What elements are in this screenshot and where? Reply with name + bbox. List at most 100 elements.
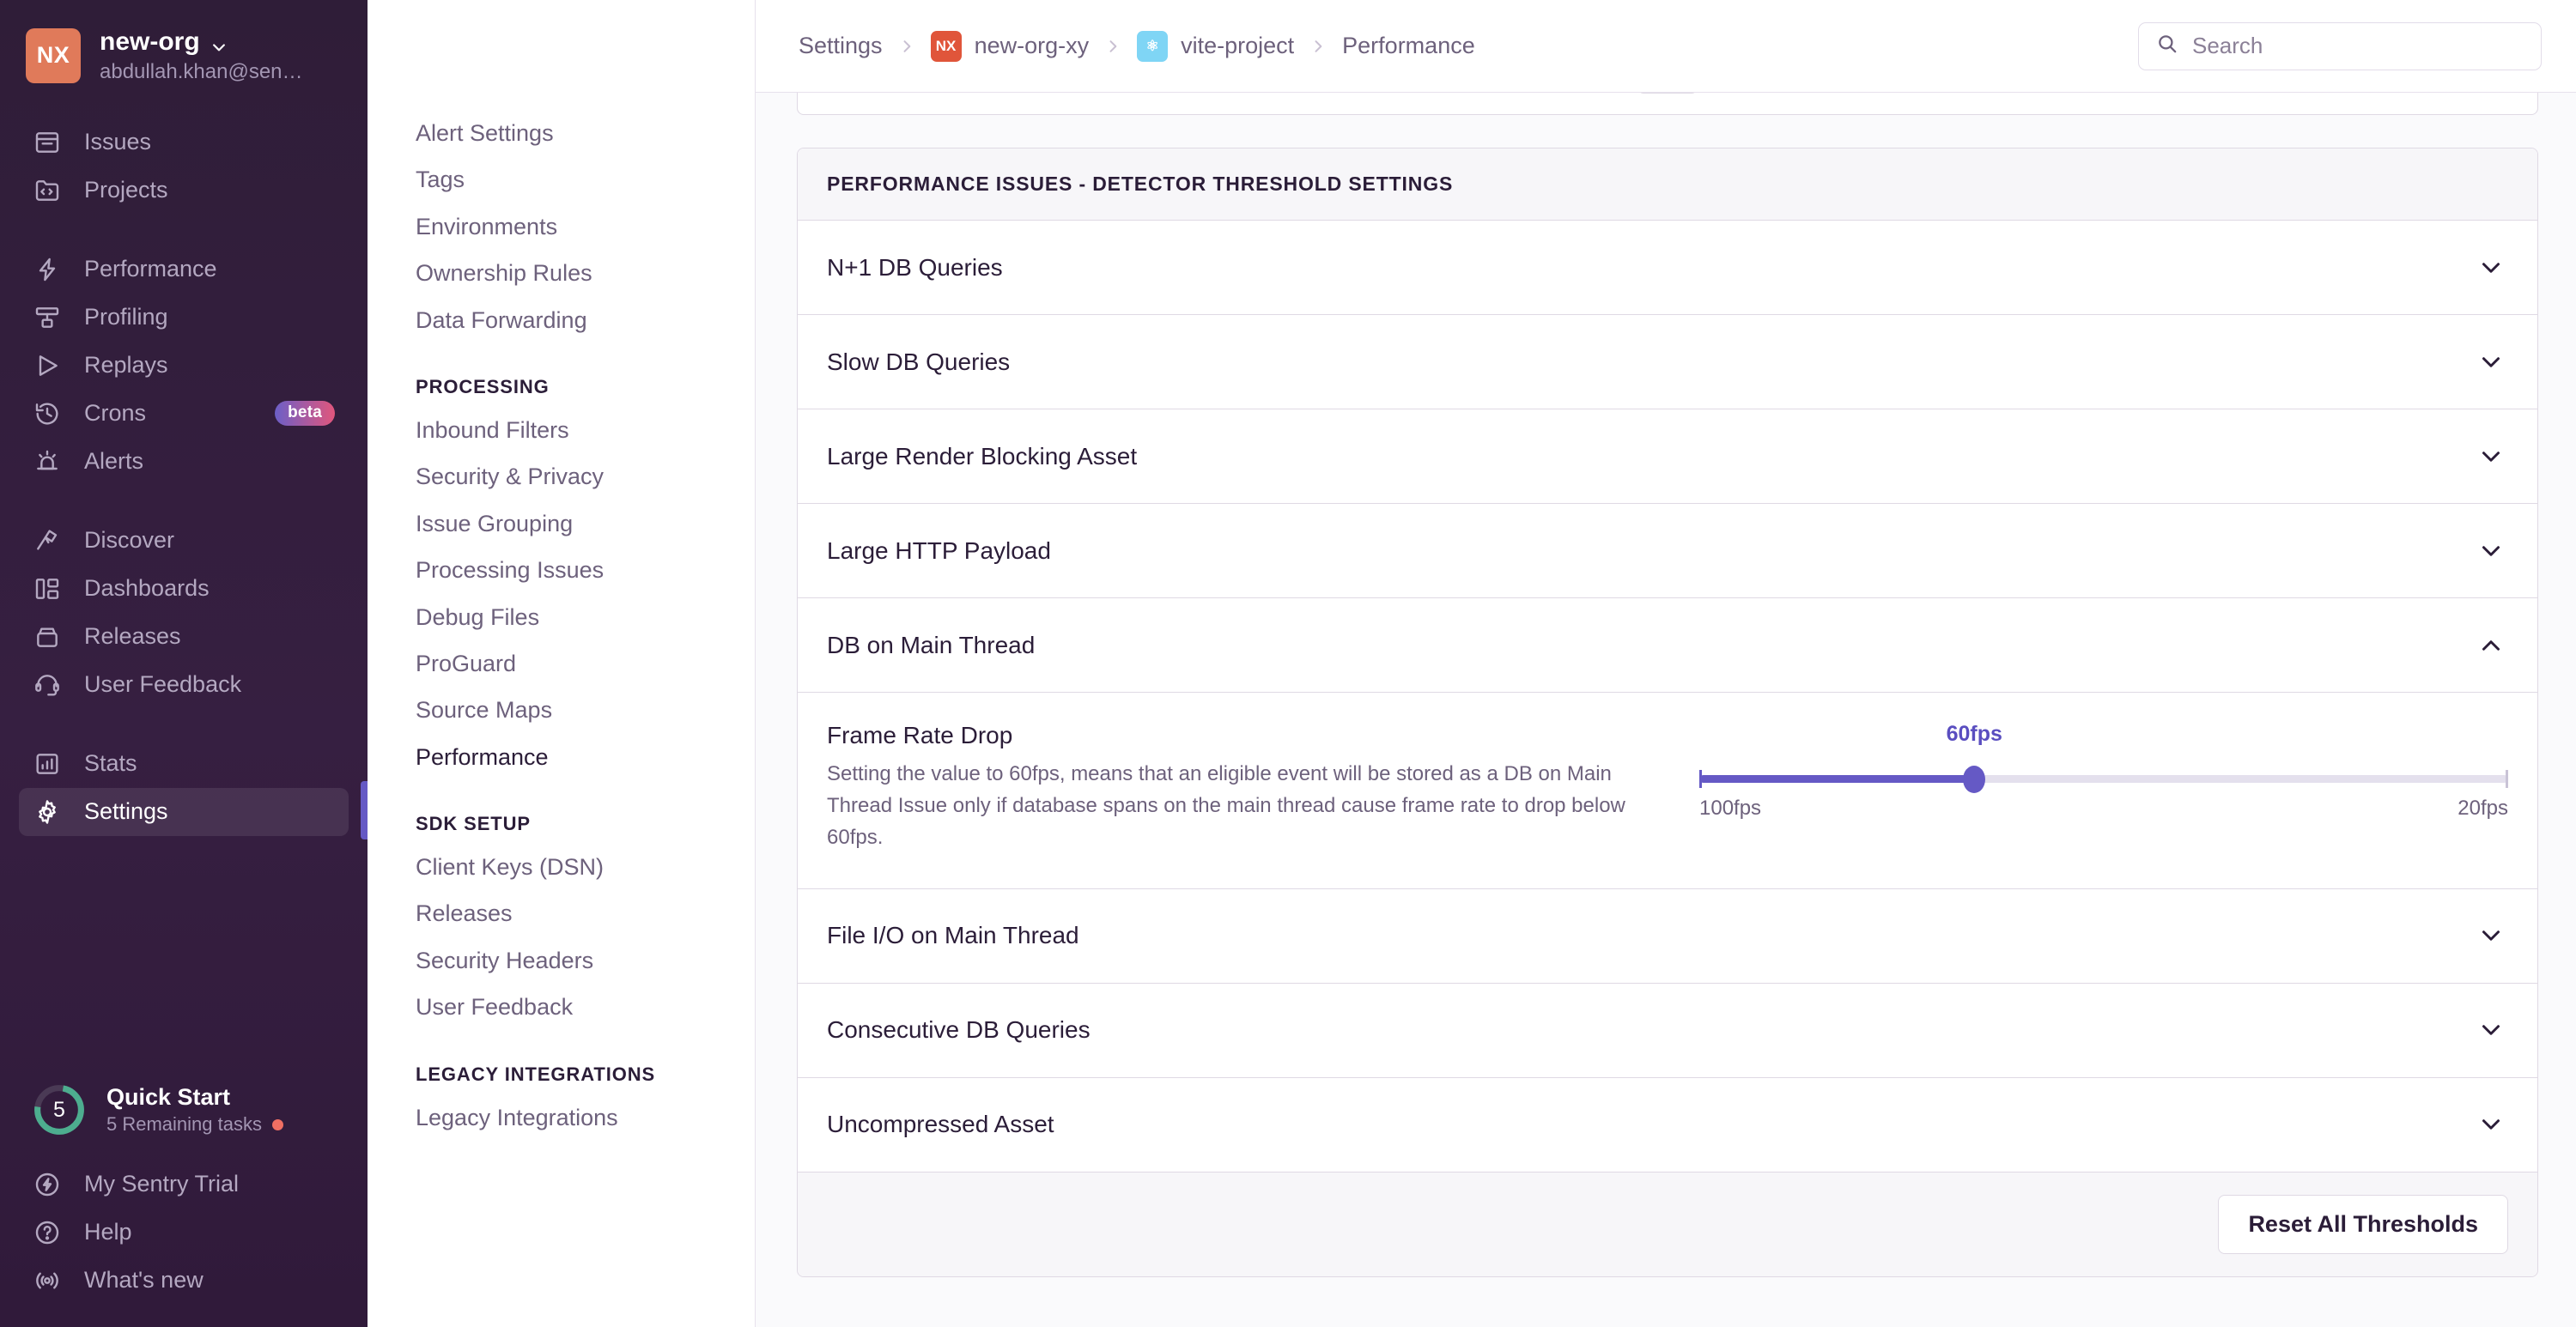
settings-nav-heading-processing: PROCESSING bbox=[416, 375, 550, 397]
sidebar-item-issues[interactable]: Issues bbox=[19, 118, 349, 167]
sidebar-item-settings[interactable]: Settings bbox=[19, 787, 349, 836]
issues-icon bbox=[33, 128, 62, 157]
settings-nav-item-environments[interactable]: Environments bbox=[416, 213, 558, 239]
settings-nav-item-security-headers[interactable]: Security Headers bbox=[416, 947, 594, 973]
sidebar-item-user-feedback[interactable]: User Feedback bbox=[19, 661, 349, 709]
settings-nav-item-tags[interactable]: Tags bbox=[416, 167, 465, 193]
accordion-title: Large HTTP Payload bbox=[827, 536, 1051, 564]
org-dropdown[interactable]: NX new-org abdullah.khan@sen… bbox=[0, 24, 368, 84]
breadcrumb-label: new-org-xy bbox=[974, 33, 1090, 58]
breadcrumb-item-project[interactable]: ⚛ vite-project bbox=[1137, 30, 1295, 62]
accordion-row-large-render-blocking-asset[interactable]: Large Render Blocking Asset bbox=[798, 409, 2537, 504]
sidebar-item-dashboards[interactable]: Dashboards bbox=[19, 565, 349, 613]
sidebar-item-whats-new[interactable]: What's new bbox=[19, 1257, 349, 1305]
slider-thumb[interactable] bbox=[1963, 765, 1986, 793]
chevron-down-icon[interactable] bbox=[2474, 251, 2508, 285]
nav-group-primary: Issues Projects bbox=[0, 118, 368, 215]
quick-start-subtitle: 5 Remaining tasks bbox=[106, 1113, 262, 1136]
settings-nav-item-alert-settings[interactable]: Alert Settings bbox=[416, 120, 554, 146]
slider-track[interactable] bbox=[1699, 765, 2508, 793]
headset-icon bbox=[33, 670, 62, 700]
quick-start-title: Quick Start bbox=[106, 1083, 231, 1110]
chevron-down-icon[interactable] bbox=[2474, 1107, 2508, 1142]
gear-icon bbox=[33, 797, 62, 827]
sidebar-item-projects[interactable]: Projects bbox=[19, 167, 349, 215]
sidebar-item-label: Releases bbox=[84, 622, 181, 649]
settings-nav-item-legacy-integrations[interactable]: Legacy Integrations bbox=[416, 1104, 618, 1130]
settings-nav-item-releases[interactable]: Releases bbox=[416, 900, 513, 927]
frame-rate-drop-slider[interactable]: 60fps 100fps 20fps bbox=[1699, 722, 2508, 821]
sidebar-item-label: Crons bbox=[84, 399, 147, 426]
chevron-down-icon[interactable] bbox=[2474, 534, 2508, 568]
settings-nav-item-debug-files[interactable]: Debug Files bbox=[416, 603, 540, 630]
settings-nav-item-ownership-rules[interactable]: Ownership Rules bbox=[416, 260, 592, 287]
chevron-down-icon[interactable] bbox=[2474, 1013, 2508, 1047]
slider-max-label: 20fps bbox=[2458, 797, 2508, 820]
breadcrumb-item-performance[interactable]: Performance bbox=[1342, 33, 1475, 59]
sidebar-item-replays[interactable]: Replays bbox=[19, 342, 349, 390]
accordion-row-file-io-on-main-thread[interactable]: File I/O on Main Thread bbox=[798, 888, 2537, 984]
react-platform-icon: ⚛ bbox=[1137, 30, 1169, 62]
accordion-title: Large Render Blocking Asset bbox=[827, 442, 1138, 470]
settings-nav-item-proguard[interactable]: ProGuard bbox=[416, 650, 517, 676]
sidebar-item-label: Dashboards bbox=[84, 574, 210, 601]
settings-nav-item-performance[interactable]: Performance bbox=[416, 743, 549, 770]
sidebar-item-crons[interactable]: Crons beta bbox=[19, 390, 349, 438]
lightning-icon bbox=[33, 255, 62, 284]
sidebar-item-discover[interactable]: Discover bbox=[19, 517, 349, 565]
sidebar-item-profiling[interactable]: Profiling bbox=[19, 294, 349, 342]
search-input[interactable]: Search bbox=[2138, 21, 2542, 70]
breadcrumb-label: vite-project bbox=[1181, 33, 1295, 58]
chevron-down-icon[interactable] bbox=[2474, 918, 2508, 953]
org-name: new-org bbox=[100, 27, 200, 56]
slider-min-label: 100fps bbox=[1699, 797, 1762, 820]
collapsed-control[interactable] bbox=[1637, 93, 1698, 94]
chevron-down-icon[interactable] bbox=[2474, 345, 2508, 379]
settings-nav-item-inbound-filters[interactable]: Inbound Filters bbox=[416, 416, 569, 443]
accordion-row-n1-db-queries[interactable]: N+1 DB Queries bbox=[798, 221, 2537, 315]
chevron-down-icon[interactable] bbox=[2474, 439, 2508, 474]
chevron-up-icon[interactable] bbox=[2474, 628, 2508, 663]
sidebar-item-performance[interactable]: Performance bbox=[19, 245, 349, 294]
settings-nav-heading-legacy-integrations: LEGACY INTEGRATIONS bbox=[416, 1063, 656, 1085]
sidebar-item-label: Profiling bbox=[84, 303, 168, 330]
field-label: Frame Rate Drop bbox=[827, 722, 1013, 748]
settings-nav-item-security-privacy[interactable]: Security & Privacy bbox=[416, 464, 605, 490]
settings-nav-item-processing-issues[interactable]: Processing Issues bbox=[416, 557, 605, 584]
sidebar-item-help[interactable]: Help bbox=[19, 1209, 349, 1257]
sidebar-item-label: Performance bbox=[84, 255, 217, 282]
settings-nav-item-client-keys[interactable]: Client Keys (DSN) bbox=[416, 854, 605, 881]
accordion-row-large-http-payload[interactable]: Large HTTP Payload bbox=[798, 504, 2537, 598]
accordion-title: N+1 DB Queries bbox=[827, 253, 1003, 281]
sidebar-item-releases[interactable]: Releases bbox=[19, 613, 349, 661]
sidebar-item-my-sentry-trial[interactable]: My Sentry Trial bbox=[19, 1160, 349, 1209]
accordion-title: Consecutive DB Queries bbox=[827, 1016, 1091, 1044]
accordion-row-consecutive-db-queries[interactable]: Consecutive DB Queries bbox=[798, 983, 2537, 1078]
active-section-marker bbox=[361, 781, 368, 839]
breadcrumb-item-settings[interactable]: Settings bbox=[799, 33, 883, 59]
accordion-row-slow-db-queries[interactable]: Slow DB Queries bbox=[798, 315, 2537, 409]
settings-nav-item-issue-grouping[interactable]: Issue Grouping bbox=[416, 510, 574, 536]
accordion-title: File I/O on Main Thread bbox=[827, 922, 1079, 949]
slider-value-label: 60fps bbox=[1946, 722, 2002, 746]
settings-nav-item-data-forwarding[interactable]: Data Forwarding bbox=[416, 306, 587, 333]
panel-footer: Reset All Thresholds bbox=[798, 1172, 2537, 1276]
breadcrumb-item-org[interactable]: NX new-org-xy bbox=[930, 30, 1090, 62]
settings-nav-item-user-feedback[interactable]: User Feedback bbox=[416, 994, 574, 1021]
sidebar-item-alerts[interactable]: Alerts bbox=[19, 438, 349, 486]
org-email: abdullah.khan@sen… bbox=[100, 59, 303, 83]
reset-all-thresholds-button[interactable]: Reset All Thresholds bbox=[2218, 1194, 2508, 1254]
sidebar-item-label: Replays bbox=[84, 351, 168, 378]
settings-nav-item-source-maps[interactable]: Source Maps bbox=[416, 697, 553, 724]
sidebar-item-label: Issues bbox=[84, 128, 152, 155]
sidebar-item-label: Discover bbox=[84, 526, 175, 553]
sidebar-item-stats[interactable]: Stats bbox=[19, 740, 349, 788]
accordion-row-db-on-main-thread[interactable]: DB on Main Thread bbox=[798, 598, 2537, 693]
bar-chart-icon bbox=[33, 749, 62, 779]
sidebar-item-label: What's new bbox=[84, 1267, 204, 1294]
quick-start-widget[interactable]: 5 Quick Start 5 Remaining tasks bbox=[19, 1076, 349, 1160]
accordion-row-uncompressed-asset[interactable]: Uncompressed Asset bbox=[798, 1077, 2537, 1172]
alert-dot-icon bbox=[271, 1118, 283, 1130]
quick-start-subtitle-row: 5 Remaining tasks bbox=[106, 1113, 283, 1136]
